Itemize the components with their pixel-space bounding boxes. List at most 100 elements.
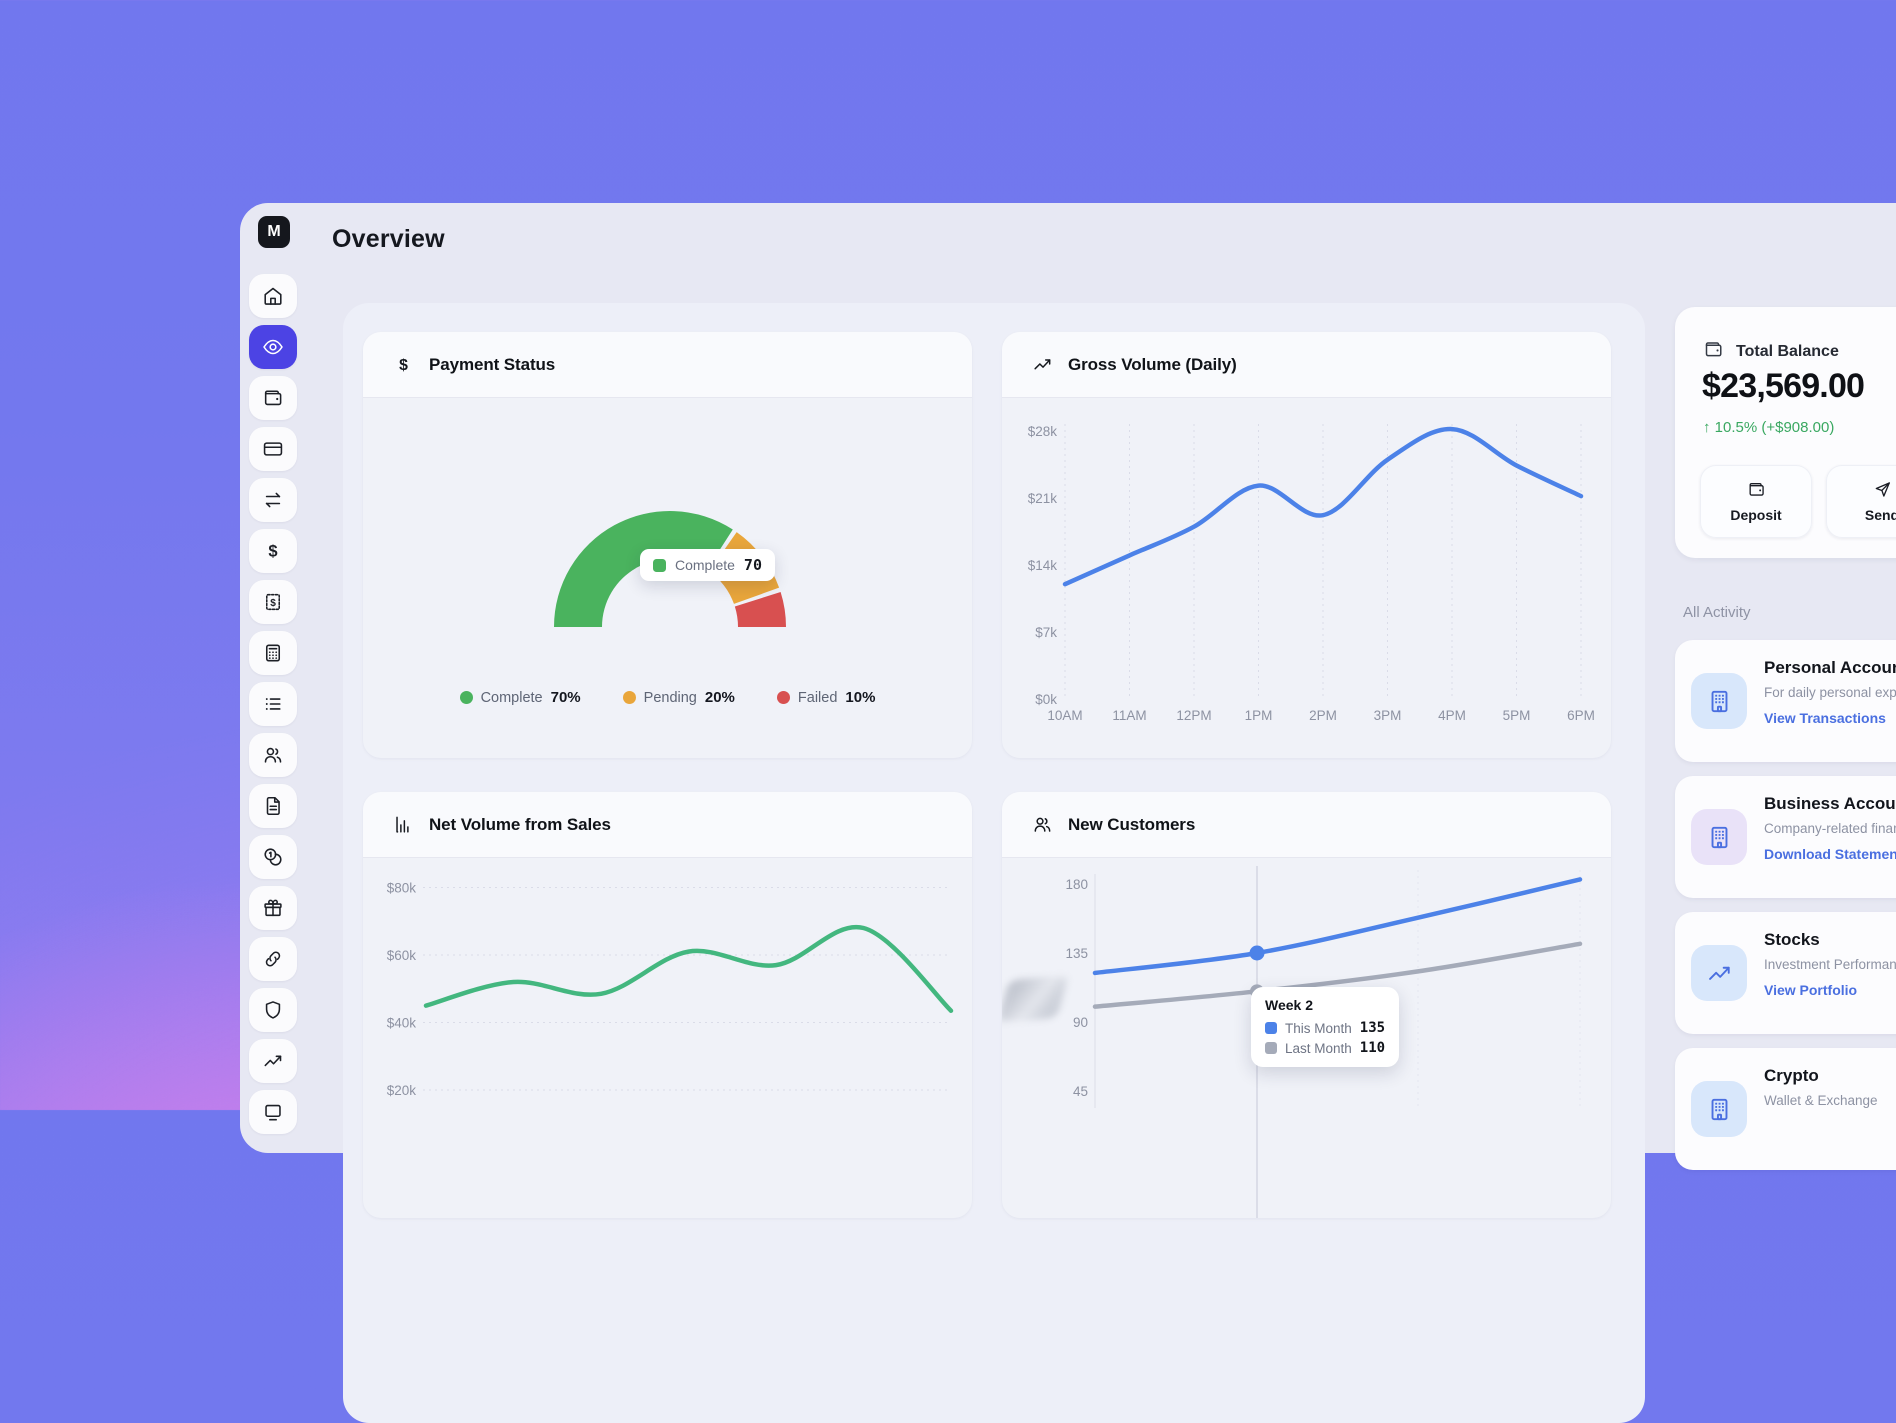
svg-text:45: 45	[1073, 1084, 1088, 1099]
trend-up-icon	[262, 1050, 284, 1072]
svg-text:$14k: $14k	[1028, 558, 1058, 573]
link-icon	[262, 948, 284, 970]
legend-item-pending: Pending 20%	[622, 689, 735, 706]
sidebar-item-document[interactable]	[249, 784, 297, 828]
credit-card-icon	[262, 438, 284, 460]
svg-text:4PM: 4PM	[1438, 708, 1466, 723]
tooltip-row: Last Month 110	[1265, 1040, 1385, 1056]
activity-card-business-account[interactable]: Business Account Company-related finances…	[1675, 776, 1896, 898]
payment-status-card: $ Payment Status Complete 70 Complete 70%…	[363, 332, 972, 758]
net-volume-card: Net Volume from Sales $20k $40k $60k $80k	[363, 792, 972, 1218]
building-icon	[1691, 673, 1747, 729]
activity-link[interactable]: View Portfolio	[1764, 982, 1858, 998]
list-icon	[262, 693, 284, 715]
new-customers-header: New Customers	[1002, 792, 1611, 858]
gauge-legend: Complete 70% Pending 20% Failed 10%	[363, 689, 972, 706]
wallet-icon	[262, 387, 284, 409]
dollar-icon: $	[393, 354, 414, 375]
activity-title: Business Account	[1764, 794, 1896, 813]
gross-volume-line-chart: $0k $7k $14k $21k $28k 10AM 11AM 12PM 1PM 2PM 3PM 4…	[1028, 424, 1595, 723]
svg-text:5PM: 5PM	[1503, 708, 1531, 723]
sidebar-item-wallet[interactable]	[249, 376, 297, 420]
new-customers-card: New Customers 45 90 135 180 Week 2 This Mon…	[1002, 792, 1611, 1218]
net-volume-chart: $20k $40k $60k $80k	[363, 858, 972, 1218]
trend-up-icon	[1032, 354, 1053, 375]
sidebar-item-gift[interactable]	[249, 886, 297, 930]
legend-dot-icon	[776, 691, 790, 704]
send-icon	[1873, 480, 1892, 499]
legend-value: 20%	[704, 689, 735, 706]
gauge-tooltip: Complete 70	[640, 549, 775, 581]
dollar-icon: $	[262, 540, 284, 562]
net-volume-title: Net Volume from Sales	[429, 814, 611, 834]
sidebar-item-users[interactable]	[249, 733, 297, 777]
send-button[interactable]: Send	[1826, 465, 1896, 538]
activity-card-personal-account[interactable]: Personal Account For daily personal expen…	[1675, 640, 1896, 762]
sidebar-item-credit-card[interactable]	[249, 427, 297, 471]
legend-value: 70%	[550, 689, 581, 706]
sidebar-item-link[interactable]	[249, 937, 297, 981]
activity-subtitle: Investment Performance	[1764, 957, 1896, 972]
svg-text:$60k: $60k	[387, 948, 417, 963]
series-label: This Month	[1285, 1020, 1352, 1036]
legend-item-failed: Failed 10%	[776, 689, 876, 706]
activity-link[interactable]: View Transactions	[1764, 710, 1886, 726]
home-icon	[262, 285, 284, 307]
receipt-dollar-icon: $	[262, 591, 284, 613]
trend-up-icon	[1691, 945, 1747, 1001]
sidebar-item-home[interactable]	[249, 274, 297, 318]
svg-text:3PM: 3PM	[1374, 708, 1402, 723]
series-label: Last Month	[1285, 1040, 1352, 1056]
users-icon	[262, 744, 284, 766]
charts-container: $ Payment Status Complete 70 Complete 70%…	[343, 303, 1645, 1423]
activity-subtitle: For daily personal expenses	[1764, 685, 1896, 700]
svg-text:$: $	[399, 357, 408, 374]
svg-text:$28k: $28k	[1028, 424, 1058, 439]
activity-card-stocks[interactable]: Stocks Investment Performance View Portfol…	[1675, 912, 1896, 1034]
legend-value: 10%	[845, 689, 876, 706]
gift-icon	[262, 897, 284, 919]
sidebar-item-transfer[interactable]	[249, 478, 297, 522]
deposit-button[interactable]: Deposit	[1700, 465, 1812, 538]
shield-icon	[262, 999, 284, 1021]
payment-status-header: $ Payment Status	[363, 332, 972, 398]
activity-card-crypto[interactable]: Crypto Wallet & Exchange	[1675, 1048, 1896, 1170]
activity-link[interactable]: Download Statements	[1764, 846, 1896, 862]
balance-actions: Deposit Send	[1700, 465, 1896, 538]
wallet-icon	[1747, 480, 1766, 499]
gross-volume-title: Gross Volume (Daily)	[1068, 354, 1237, 374]
legend-label: Failed	[797, 689, 838, 706]
page-title: Overview	[332, 225, 445, 253]
payment-status-chart: Complete 70 Complete 70% Pending 20% Failed 1…	[363, 398, 972, 758]
legend-label: Pending	[643, 689, 697, 706]
sidebar-item-list[interactable]	[249, 682, 297, 726]
svg-text:2PM: 2PM	[1309, 708, 1337, 723]
sidebar-item-shield[interactable]	[249, 988, 297, 1032]
tooltip-value: 70	[743, 556, 762, 574]
sidebar-item-coins[interactable]	[249, 835, 297, 879]
gross-volume-header: Gross Volume (Daily)	[1002, 332, 1611, 398]
sidebar-item-dollar[interactable]: $	[249, 529, 297, 573]
sidebar-item-receipt-dollar[interactable]: $	[249, 580, 297, 624]
new-customers-line-chart: 45 90 135 180	[1065, 866, 1583, 1218]
balance-amount: $23,569.00	[1702, 367, 1865, 405]
activity-title: Personal Account	[1764, 658, 1896, 677]
app-logo[interactable]: M	[258, 216, 290, 248]
sidebar-item-calculator[interactable]	[249, 631, 297, 675]
svg-text:$21k: $21k	[1028, 491, 1058, 506]
balance-header: Total Balance	[1703, 339, 1839, 365]
button-label: Send	[1864, 507, 1896, 523]
users-icon	[1032, 814, 1053, 835]
balance-delta: ↑ 10.5% (+$908.00)	[1703, 419, 1835, 436]
document-icon	[262, 795, 284, 817]
svg-text:$: $	[270, 598, 276, 609]
tooltip-title: Week 2	[1265, 997, 1313, 1013]
sidebar-item-device[interactable]	[249, 1090, 297, 1134]
sidebar-item-trend-up[interactable]	[249, 1039, 297, 1083]
tooltip-swatch-icon	[653, 558, 666, 572]
button-label: Deposit	[1730, 507, 1782, 523]
svg-text:1PM: 1PM	[1245, 708, 1273, 723]
sidebar-item-eye[interactable]	[249, 325, 297, 369]
new-customers-title: New Customers	[1068, 814, 1196, 834]
